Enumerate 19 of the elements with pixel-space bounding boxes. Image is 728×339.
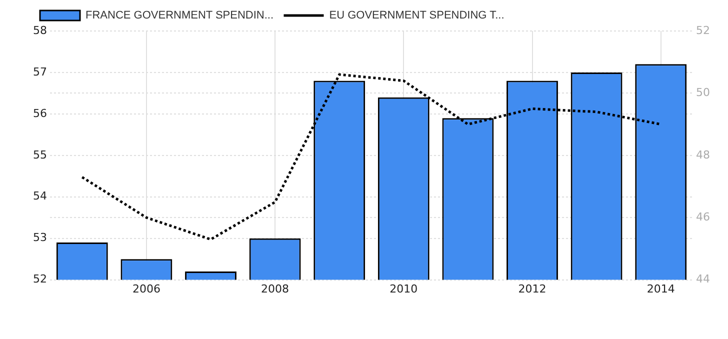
x-tick-label: 2008 — [261, 282, 290, 296]
y-tick-label: 58 — [32, 24, 47, 37]
y2-tick-label: 52 — [696, 24, 710, 37]
x-tick-label: 2014 — [646, 282, 675, 296]
y-tick-label: 57 — [32, 65, 47, 78]
y-tick-label: 54 — [32, 190, 47, 203]
y-tick-label: 56 — [32, 106, 47, 120]
legend-label: EU GOVERNMENT SPENDING T... — [329, 10, 504, 22]
y2-tick-label: 44 — [696, 272, 710, 286]
x-tick-label: 2006 — [132, 282, 160, 296]
x-tick-label: 2012 — [518, 282, 546, 296]
y-tick-label: 52 — [32, 272, 47, 286]
legend-label: FRANCE GOVERNMENT SPENDIN... — [86, 10, 274, 22]
y-tick-label: 55 — [32, 148, 47, 162]
y2-tick-label: 50 — [696, 86, 710, 100]
y-tick-label: 53 — [32, 231, 47, 244]
y2-tick-label: 46 — [696, 210, 710, 224]
x-tick-label: 2010 — [390, 282, 418, 296]
y2-tick-label: 48 — [696, 148, 710, 162]
